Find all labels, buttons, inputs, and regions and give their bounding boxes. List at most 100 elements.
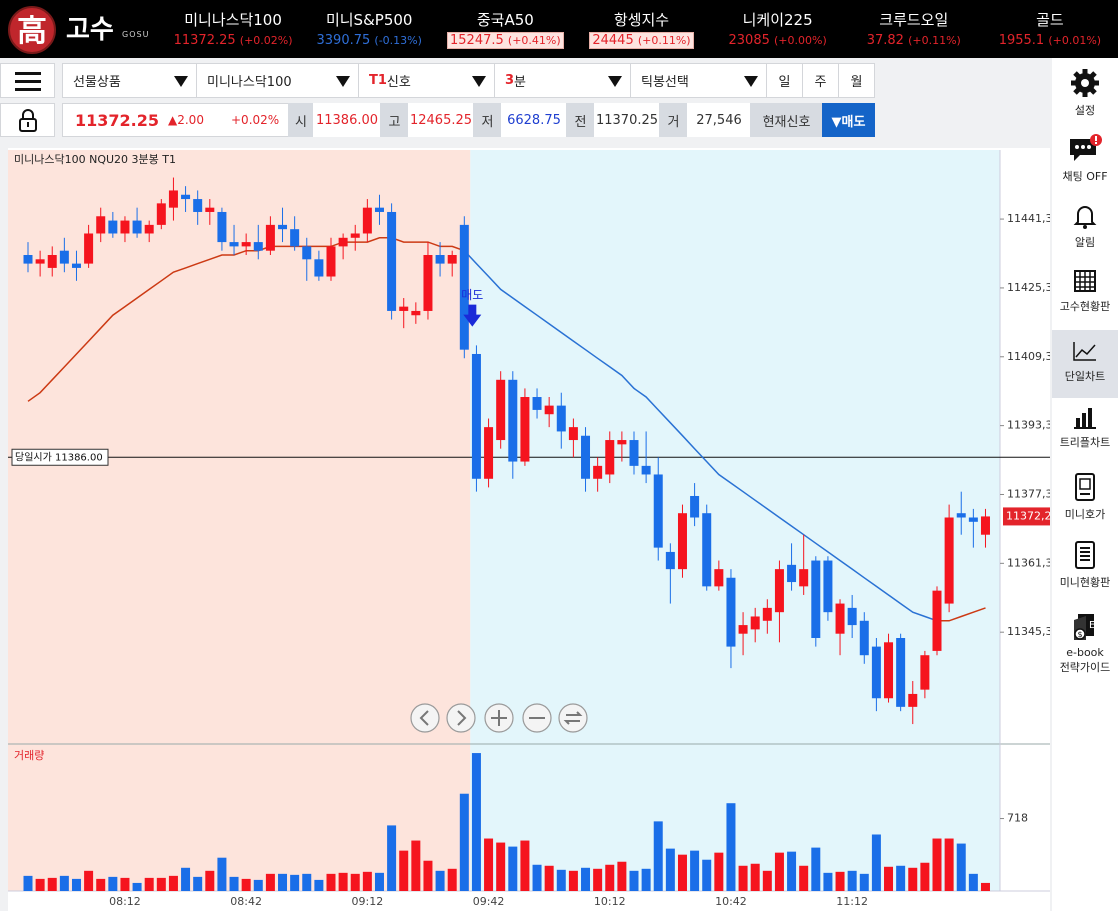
sidebar-label: 단일차트 — [1064, 370, 1106, 383]
candle-body — [144, 224, 154, 234]
ticker-change: (+0.11%) — [908, 34, 961, 47]
candle-body — [217, 211, 227, 243]
volume-bar — [59, 875, 69, 891]
ticker-change: (+0.02%) — [239, 34, 293, 47]
period-button[interactable]: 일 — [766, 63, 803, 98]
select[interactable]: 미니나스닥100 — [196, 63, 359, 98]
icon — [1071, 69, 1099, 97]
candle-body — [496, 379, 506, 441]
volume-bar — [581, 867, 591, 891]
chart-nav — [410, 703, 588, 733]
ticker[interactable]: 미니S&P500 3390.75 (-0.13%) — [301, 0, 437, 58]
volume-bar — [956, 843, 966, 891]
sidebar-item[interactable]: 고수현황판 — [1052, 268, 1118, 326]
volume-bar — [968, 873, 978, 891]
ticker-change: (+0.00%) — [774, 34, 827, 47]
volume-bar — [835, 871, 845, 891]
volume-bar — [350, 873, 360, 891]
volume-bar — [71, 878, 81, 891]
header: 高 고수 GOSU 미니나스닥100 11372.25 (+0.02%) 미니S&P… — [0, 0, 1118, 58]
nav-icons — [419, 710, 583, 726]
icon — [1075, 541, 1095, 569]
sidebar-item[interactable]: 알림 — [1052, 202, 1118, 260]
period-button[interactable]: 월 — [838, 63, 875, 98]
candle-body — [205, 207, 215, 212]
select[interactable]: 선물상품 — [62, 63, 197, 98]
select-text: 신호 — [386, 75, 411, 90]
menu-button[interactable] — [0, 63, 55, 98]
select[interactable]: 틱봉선택 — [630, 63, 767, 98]
ticker[interactable]: 크루드오일 37.82 (+0.11%) — [846, 0, 982, 58]
sidebar-item[interactable]: 단일차트 — [1052, 330, 1118, 398]
sidebar-item[interactable]: 미니현황판 — [1052, 540, 1118, 602]
candle-body — [23, 255, 33, 264]
field-label: 저 — [473, 103, 502, 137]
ticker-name: 니케이225 — [742, 11, 813, 29]
select[interactable]: T1 신호 — [358, 63, 495, 98]
volume-bar — [265, 873, 275, 891]
volume-bar — [193, 876, 203, 891]
period-button[interactable]: 주 — [802, 63, 839, 98]
quote-box — [62, 103, 289, 137]
nav-right[interactable] — [446, 703, 476, 733]
candle-body — [484, 427, 494, 479]
volume-bar — [484, 838, 494, 891]
ticker[interactable]: 중국A50 15247.5 (+0.41%) — [437, 0, 573, 58]
nav-left[interactable] — [410, 703, 440, 733]
field-label: 전 — [566, 103, 595, 137]
lock-button[interactable] — [0, 103, 55, 137]
sidebar-item[interactable]: 채팅 OFF — [1052, 134, 1118, 192]
ticker-name: 미니S&P500 — [325, 11, 413, 29]
ticker[interactable]: 니케이225 23085 (+0.00%) — [710, 0, 846, 58]
volume-bar — [496, 842, 506, 891]
x-tick-label: 08:12 — [109, 895, 141, 908]
signal-label: 매도 — [461, 288, 483, 302]
volume-bar — [859, 873, 869, 891]
ticker[interactable]: 골드 1955.1 (+0.01%) — [982, 0, 1118, 58]
volume-bar — [920, 862, 930, 891]
candle-body — [629, 440, 639, 466]
select-accent: T1 — [369, 73, 387, 88]
sidebar-item[interactable]: 설정 — [1052, 68, 1118, 126]
candle-body — [290, 229, 300, 247]
volume-bar — [605, 864, 615, 891]
candle-body — [908, 693, 918, 707]
candle-body — [593, 465, 603, 479]
candle-body — [471, 353, 481, 479]
ticker-name: 골드 — [1036, 11, 1064, 29]
candle-body — [677, 513, 687, 570]
candle-body — [314, 259, 324, 277]
logo-text[interactable]: 고수 — [66, 15, 114, 45]
volume-bar — [241, 878, 251, 891]
sidebar-item[interactable]: 미니호가 — [1052, 472, 1118, 534]
ticker[interactable]: 미니나스닥100 11372.25 (+0.02%) — [165, 0, 301, 58]
quote-change-pct: +0.02% — [231, 113, 280, 127]
candle-body — [690, 495, 700, 518]
ticker-name: 크루드오일 — [879, 11, 949, 29]
volume-bar — [932, 838, 942, 891]
icon — [1070, 134, 1102, 161]
ticker-name: 중국A50 — [476, 11, 534, 29]
reset[interactable] — [558, 703, 588, 733]
sidebar-item[interactable]: 트리플차트 — [1052, 404, 1118, 462]
lock-icon — [18, 109, 37, 132]
candle-body — [350, 233, 360, 238]
logo-mark[interactable]: 高 — [8, 6, 56, 54]
candle-body — [108, 220, 118, 234]
y-tick-label: 11345,35 — [1007, 625, 1050, 638]
candle-body — [71, 263, 81, 268]
volume-bar — [374, 872, 384, 891]
volume-bar — [23, 875, 33, 891]
ticker-price: 37.82 — [866, 33, 904, 48]
x-tick-label: 10:12 — [594, 895, 626, 908]
ticker[interactable]: 항셍지수 24445 (+0.11%) — [573, 0, 709, 58]
candle-body — [835, 603, 845, 634]
volume-bar — [690, 850, 700, 891]
sidebar-label: 설정 — [1074, 104, 1096, 117]
volume-bar — [629, 870, 639, 891]
signal-button[interactable]: ▼매도 — [822, 103, 875, 137]
candle-body — [326, 246, 336, 277]
volume-bar — [871, 834, 881, 891]
